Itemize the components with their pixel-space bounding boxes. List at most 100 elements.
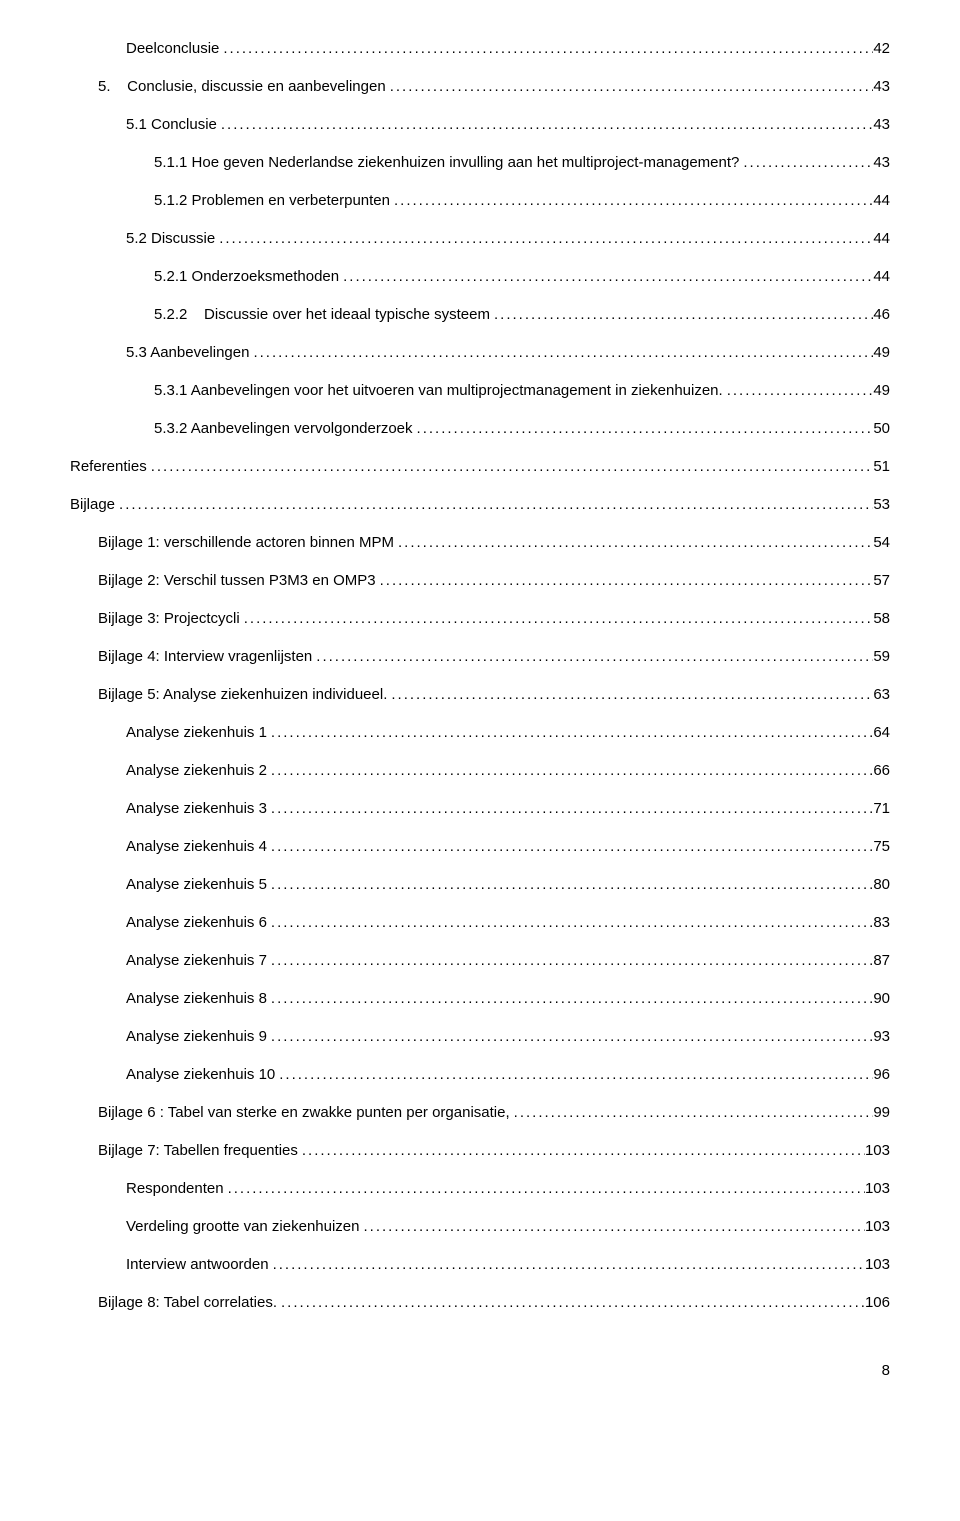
toc-entry-page: 59: [873, 648, 890, 666]
toc-entry-label: Analyse ziekenhuis 6: [126, 914, 267, 932]
toc-entry-label: Bijlage: [70, 496, 115, 514]
toc-entry-label: Interview antwoorden: [126, 1256, 269, 1274]
toc-entry: 5.1 Conclusie43: [70, 116, 890, 134]
toc-entry: Analyse ziekenhuis 4 75: [70, 838, 890, 856]
toc-leader-dots: [413, 420, 874, 438]
toc-leader-dots: [510, 1104, 874, 1122]
toc-leader-dots: [115, 496, 873, 514]
toc-leader-dots: [490, 306, 873, 324]
toc-leader-dots: [298, 1142, 865, 1160]
toc-entry-page: 106: [865, 1294, 890, 1312]
toc-entry-label: Bijlage 7: Tabellen frequenties: [98, 1142, 298, 1160]
table-of-contents: Deelconclusie42 5. Conclusie, discussie e…: [70, 40, 890, 1312]
toc-entry: Bijlage 3: Projectcycli 58: [70, 610, 890, 628]
toc-entry: 5.3.2 Aanbevelingen vervolgonderzoek 50: [70, 420, 890, 438]
toc-leader-dots: [267, 952, 873, 970]
toc-entry-label: Referenties: [70, 458, 147, 476]
toc-entry-page: 44: [873, 230, 890, 248]
toc-entry-page: 80: [873, 876, 890, 894]
toc-entry-label: Verdeling grootte van ziekenhuizen: [126, 1218, 360, 1236]
toc-entry: Interview antwoorden 103: [70, 1256, 890, 1274]
toc-leader-dots: [723, 382, 874, 400]
toc-entry: Bijlage 6 : Tabel van sterke en zwakke p…: [70, 1104, 890, 1122]
toc-entry-label: 5. Conclusie, discussie en aanbevelingen: [98, 78, 386, 96]
toc-entry-page: 83: [873, 914, 890, 932]
toc-entry: 5.2.1 Onderzoeksmethoden44: [70, 268, 890, 286]
toc-leader-dots: [339, 268, 873, 286]
toc-entry-page: 46: [873, 306, 890, 324]
toc-leader-dots: [390, 192, 873, 210]
toc-entry-page: 103: [865, 1218, 890, 1236]
toc-entry-label: Bijlage 3: Projectcycli: [98, 610, 240, 628]
toc-entry-page: 43: [873, 116, 890, 134]
toc-entry: Bijlage 1: verschillende actoren binnen …: [70, 534, 890, 552]
toc-entry-label: Analyse ziekenhuis 1: [126, 724, 267, 742]
toc-leader-dots: [267, 762, 873, 780]
toc-entry-label: Bijlage 5: Analyse ziekenhuizen individu…: [98, 686, 387, 704]
toc-entry-page: 87: [873, 952, 890, 970]
toc-leader-dots: [267, 800, 873, 818]
toc-leader-dots: [267, 838, 873, 856]
toc-entry: Analyse ziekenhuis 6 83: [70, 914, 890, 932]
toc-entry-label: Analyse ziekenhuis 9: [126, 1028, 267, 1046]
toc-entry: 5. Conclusie, discussie en aanbevelingen…: [70, 78, 890, 96]
toc-entry: Analyse ziekenhuis 890: [70, 990, 890, 1008]
toc-entry: Respondenten103: [70, 1180, 890, 1198]
toc-entry-page: 50: [873, 420, 890, 438]
toc-leader-dots: [275, 1066, 873, 1084]
toc-entry-page: 90: [873, 990, 890, 1008]
toc-entry-page: 103: [865, 1180, 890, 1198]
toc-entry: Analyse ziekenhuis 993: [70, 1028, 890, 1046]
toc-entry: Deelconclusie42: [70, 40, 890, 58]
toc-entry-page: 43: [873, 78, 890, 96]
toc-entry-page: 44: [873, 192, 890, 210]
toc-entry: Analyse ziekenhuis 5 80: [70, 876, 890, 894]
toc-leader-dots: [394, 534, 873, 552]
toc-entry-page: 58: [873, 610, 890, 628]
page-number: 8: [882, 1362, 890, 1379]
toc-entry: Analyse ziekenhuis 1096: [70, 1066, 890, 1084]
toc-entry-page: 63: [873, 686, 890, 704]
toc-entry-label: 5.2.1 Onderzoeksmethoden: [154, 268, 339, 286]
toc-leader-dots: [376, 572, 874, 590]
toc-entry-label: Analyse ziekenhuis 5: [126, 876, 267, 894]
toc-leader-dots: [387, 686, 873, 704]
toc-entry: Bijlage 2: Verschil tussen P3M3 en OMP35…: [70, 572, 890, 590]
toc-entry-label: 5.1.2 Problemen en verbeterpunten: [154, 192, 390, 210]
toc-leader-dots: [267, 914, 873, 932]
toc-entry-page: 99: [873, 1104, 890, 1122]
toc-entry-label: Analyse ziekenhuis 4: [126, 838, 267, 856]
toc-entry-page: 51: [873, 458, 890, 476]
toc-entry: Analyse ziekenhuis 266: [70, 762, 890, 780]
toc-entry-label: Deelconclusie: [126, 40, 219, 58]
toc-leader-dots: [240, 610, 874, 628]
toc-entry: 5.1.2 Problemen en verbeterpunten 44: [70, 192, 890, 210]
toc-entry: Analyse ziekenhuis 787: [70, 952, 890, 970]
toc-entry-label: 5.2.2 Discussie over het ideaal typische…: [154, 306, 490, 324]
toc-entry: Bijlage53: [70, 496, 890, 514]
toc-entry: Bijlage 5: Analyse ziekenhuizen individu…: [70, 686, 890, 704]
toc-entry-page: 43: [873, 154, 890, 172]
toc-entry-page: 66: [873, 762, 890, 780]
toc-leader-dots: [217, 116, 873, 134]
toc-entry: Bijlage 7: Tabellen frequenties103: [70, 1142, 890, 1160]
toc-entry-label: 5.1.1 Hoe geven Nederlandse ziekenhuizen…: [154, 154, 739, 172]
toc-leader-dots: [267, 876, 873, 894]
toc-leader-dots: [224, 1180, 865, 1198]
toc-entry: Analyse ziekenhuis 371: [70, 800, 890, 818]
toc-entry-label: Analyse ziekenhuis 3: [126, 800, 267, 818]
toc-leader-dots: [739, 154, 873, 172]
toc-entry-label: 5.3.2 Aanbevelingen vervolgonderzoek: [154, 420, 413, 438]
toc-entry-page: 54: [873, 534, 890, 552]
toc-entry-page: 103: [865, 1256, 890, 1274]
toc-entry-label: Analyse ziekenhuis 10: [126, 1066, 275, 1084]
toc-leader-dots: [249, 344, 873, 362]
toc-entry-page: 75: [873, 838, 890, 856]
toc-entry-label: 5.3 Aanbevelingen: [126, 344, 249, 362]
toc-leader-dots: [267, 990, 873, 1008]
toc-leader-dots: [269, 1256, 865, 1274]
toc-entry-label: Bijlage 6 : Tabel van sterke en zwakke p…: [98, 1104, 510, 1122]
toc-leader-dots: [215, 230, 873, 248]
toc-entry-label: Bijlage 2: Verschil tussen P3M3 en OMP3: [98, 572, 376, 590]
toc-entry: 5.2 Discussie44: [70, 230, 890, 248]
